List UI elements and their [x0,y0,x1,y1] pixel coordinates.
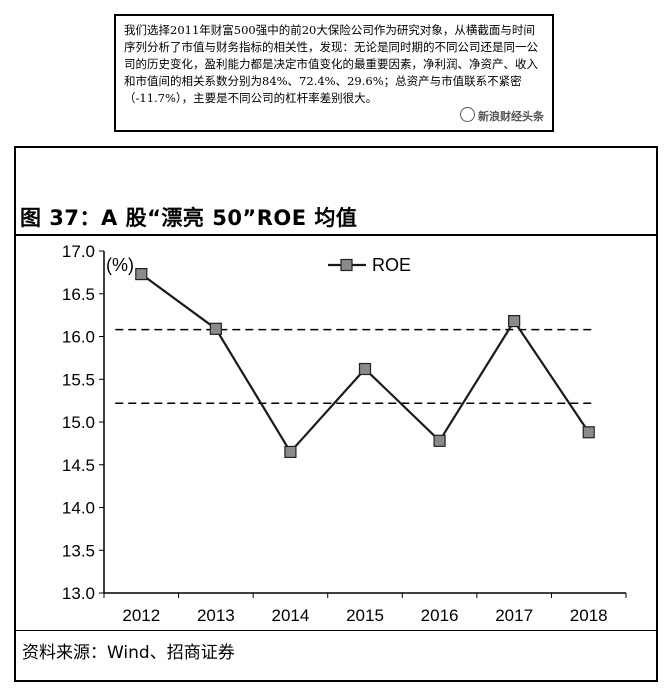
x-tick-label: 2018 [570,606,608,625]
data-point [582,426,595,439]
quote-box: 我们选择2011年财富500强中的前20大保险公司作为研究对象，从横截面与时间序… [114,14,554,132]
legend-label: ROE [372,255,411,275]
quote-text: 我们选择2011年财富500强中的前20大保险公司作为研究对象，从横截面与时间序… [124,23,538,105]
data-point [209,322,222,335]
y-tick-label: 14.5 [62,456,95,475]
data-point [508,315,521,328]
y-tick-label: 13.0 [62,584,95,603]
source-note: 资料来源：Wind、招商证券 [22,643,235,663]
data-point [135,267,148,281]
legend-marker [340,258,353,272]
y-tick-label: 15.0 [62,413,95,432]
y-tick-label: 17.0 [62,242,95,261]
source-rule [16,630,656,631]
x-tick-label: 2015 [346,606,384,625]
chart-frame: 图 37：A 股“漂亮 50”ROE 均值 13.0 13.5 14.0 14.5 15… [14,146,658,682]
watermark-text: 新浪财经头条 [478,110,544,123]
data-point [358,362,372,376]
y-tick-label: 13.5 [62,541,95,560]
y-tick-label: 16.5 [62,285,95,304]
data-point [433,434,446,447]
x-tick-label: 2012 [122,606,160,625]
roe-line-chart: 13.0 13.5 14.0 14.5 15.0 15.5 16.0 16.5 17.0 2012… [62,242,627,625]
figure-title: 图 37：A 股“漂亮 50”ROE 均值 [20,206,358,230]
y-axis-unit-label: (%) [106,255,134,275]
x-tick-label: 2017 [495,606,533,625]
data-point [284,445,297,459]
y-tick-label: 16.0 [62,328,95,347]
title-rule [16,234,656,236]
weibo-icon [460,107,475,122]
y-tick-label: 14.0 [62,499,95,518]
x-tick-label: 2013 [197,606,235,625]
watermark: 新浪财经头条 [460,107,544,125]
x-tick-label: 2016 [421,606,459,625]
y-tick-label: 15.5 [62,370,95,389]
x-tick-label: 2014 [272,606,310,625]
